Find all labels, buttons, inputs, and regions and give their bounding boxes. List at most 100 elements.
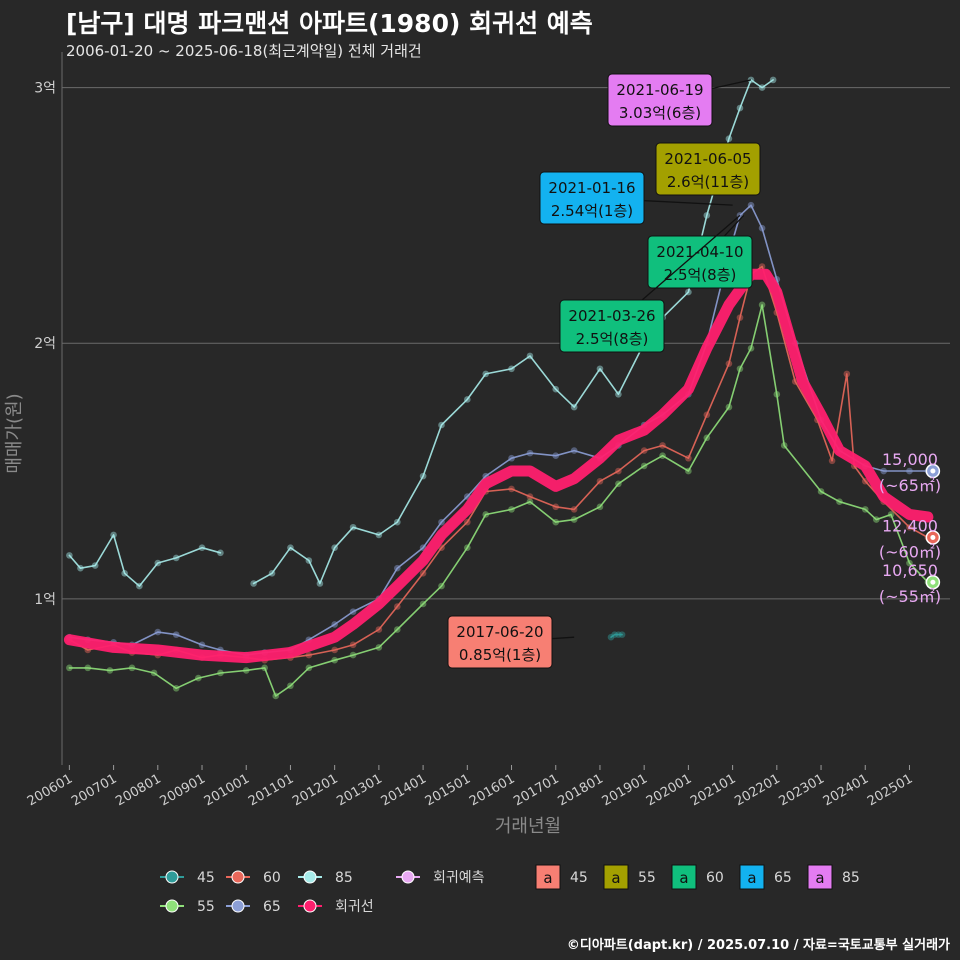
legend-marker-45 — [165, 870, 179, 884]
y-tick-label: 1억 — [34, 592, 56, 608]
data-point-55 — [287, 682, 294, 690]
data-point-85 — [725, 135, 733, 142]
x-tick-label: 202401 — [821, 771, 871, 809]
forecast-marker-center — [930, 579, 936, 585]
callout-date: 2017-06-20 — [456, 623, 543, 641]
callout-value: 3.03억(6층) — [619, 104, 701, 122]
data-point-55 — [438, 582, 445, 590]
callout-box — [559, 299, 665, 353]
callout-box — [539, 171, 645, 225]
data-point-55 — [736, 365, 744, 373]
data-point-85 — [66, 552, 73, 559]
x-tick-label: 200701 — [69, 771, 119, 809]
data-point-85 — [526, 352, 534, 360]
x-tick-label: 201701 — [511, 771, 561, 809]
data-point-55 — [217, 669, 224, 677]
data-point-65 — [552, 452, 560, 459]
legend-box-glyph: a — [611, 869, 620, 887]
data-point-55 — [861, 506, 869, 513]
x-tick-label: 201501 — [423, 771, 473, 809]
data-point-85 — [331, 544, 338, 552]
data-point-85 — [438, 421, 445, 429]
data-point-85 — [110, 531, 117, 539]
data-point-55 — [508, 506, 515, 513]
forecast-marker-center — [930, 468, 936, 474]
series-line-회귀선-0 — [63, 268, 934, 664]
x-tick-label: 202101 — [688, 771, 738, 809]
forecast-price-label: 15,000 — [882, 450, 938, 469]
data-point-55 — [261, 664, 268, 672]
legend-marker-회귀선 — [303, 899, 317, 913]
data-point-55 — [464, 544, 471, 552]
data-point-85 — [703, 212, 711, 219]
data-point-55 — [128, 664, 136, 672]
data-point-85 — [375, 531, 383, 539]
series-line-65-0 — [68, 204, 929, 656]
data-point-55 — [570, 516, 578, 523]
legend-box-label-45: 45 — [570, 870, 588, 886]
data-point-85 — [615, 391, 622, 398]
data-point-55 — [195, 674, 202, 682]
callout-box — [647, 235, 753, 289]
x-tick-label: 202201 — [732, 771, 782, 809]
data-point-45 — [611, 631, 618, 638]
legend-marker-65 — [231, 899, 245, 913]
data-point-60 — [596, 477, 604, 485]
data-point-65 — [331, 621, 338, 628]
series-line-85-0 — [68, 534, 222, 587]
data-point-60 — [828, 457, 836, 465]
data-point-55 — [780, 442, 788, 449]
chart-subtitle: 2006-01-20 ~ 2025-06-18(최근계약일) 전체 거래건 — [66, 42, 422, 60]
data-point-85 — [685, 288, 692, 296]
data-point-65 — [394, 564, 401, 572]
callout-value: 2.5억(8층) — [664, 266, 737, 284]
data-point-55 — [172, 685, 180, 692]
data-point-60 — [394, 603, 401, 610]
data-point-85 — [316, 580, 324, 587]
legend-label-45: 45 — [197, 870, 215, 886]
data-point-55 — [615, 480, 622, 488]
x-tick-label: 201801 — [555, 771, 605, 809]
x-tick-label: 202001 — [644, 771, 694, 809]
legend-box-label-55: 55 — [638, 870, 656, 886]
data-point-55 — [331, 656, 338, 664]
x-tick-label: 201101 — [246, 771, 296, 809]
x-tick-label: 201001 — [202, 771, 252, 809]
legend-box-glyph: a — [679, 869, 688, 887]
legend-box-55 — [603, 864, 629, 890]
callout-value: 2.6억(11층) — [667, 173, 749, 191]
data-point-55 — [703, 434, 711, 442]
data-point-60 — [349, 641, 357, 649]
legend-marker-55 — [165, 899, 179, 913]
data-point-55 — [685, 467, 692, 475]
data-point-55 — [419, 600, 427, 608]
callout-box — [655, 142, 761, 196]
data-point-85 — [268, 569, 276, 577]
data-point-60 — [615, 467, 622, 475]
data-point-60 — [843, 370, 851, 378]
data-point-85 — [305, 557, 313, 564]
data-point-55 — [659, 452, 666, 459]
data-point-85 — [552, 385, 560, 393]
legend-label-65: 65 — [263, 899, 281, 915]
data-point-55 — [773, 391, 781, 398]
series-line-55-0 — [68, 304, 929, 697]
data-point-85 — [121, 569, 128, 577]
data-point-60 — [736, 314, 744, 321]
data-point-65 — [438, 518, 445, 526]
forecast-area-label: (~60㎡) — [879, 542, 941, 561]
data-point-60 — [861, 477, 869, 485]
legend-label-85: 85 — [335, 870, 353, 886]
data-point-55 — [349, 651, 357, 659]
data-point-65 — [526, 449, 534, 457]
data-point-65 — [154, 628, 162, 636]
data-point-60 — [552, 503, 560, 511]
data-point-65 — [747, 201, 755, 209]
legend-label-55: 55 — [197, 899, 215, 915]
data-point-60 — [331, 646, 338, 654]
legend-box-label-85: 85 — [842, 870, 860, 886]
callout-value: 2.5억(8층) — [576, 330, 649, 348]
data-point-55 — [817, 488, 825, 495]
data-point-85 — [736, 104, 744, 112]
data-point-45 — [607, 633, 615, 641]
